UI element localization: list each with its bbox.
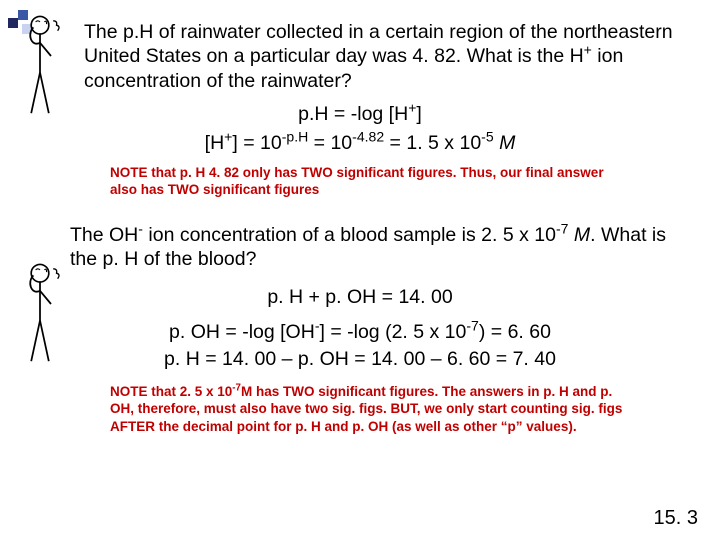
q2-italic: M [574,224,590,246]
thinking-figure-icon [18,260,62,370]
eq-italic: M [499,132,515,154]
eq-text: p.H = -log [H [298,103,408,125]
thinking-figure-icon [18,12,62,122]
page-number: 15. 3 [654,507,698,530]
eq-text: [H [205,132,225,154]
eq-sup: -5 [481,129,493,145]
eq-sup: -4.82 [352,129,384,145]
eq-text: p. H = 14. 00 – p. OH = 14. 00 – 6. 60 =… [0,348,720,371]
eq-sup: -7 [466,317,478,333]
note-2-text: NOTE that 2. 5 x 10 [110,384,232,399]
q2-sup: -7 [556,220,568,236]
eq-text: ] = 10 [232,132,281,154]
equation-h-conc: [H+] = 10-p.H = 10-4.82 = 1. 5 x 10-5 M [0,132,720,155]
equation-poh-calc: p. OH = -log [OH-] = -log (2. 5 x 10-7) … [0,321,720,371]
question-1: The p.H of rainwater collected in a cert… [84,20,680,93]
eq-text: = 10 [308,132,352,154]
eq-text: ] [416,103,421,125]
equation-ph-poh-sum: p. H + p. OH = 14. 00 [0,286,720,309]
eq-sup: -p.H [282,129,309,145]
slide: The p.H of rainwater collected in a cert… [0,0,720,540]
question-2: The OH- ion concentration of a blood sam… [70,223,680,272]
q2-text: ion concentration of a blood sample is 2… [143,224,556,246]
sup-plus: + [584,42,592,58]
note-2: NOTE that 2. 5 x 10-7M has TWO significa… [110,383,630,436]
q2-text: The OH [70,224,138,246]
note-2-sup: -7 [232,382,241,393]
square-icon [8,18,18,28]
eq-text: p. OH = -log [OH [169,321,315,343]
note-1: NOTE that p. H 4. 82 only has TWO signif… [110,165,630,199]
eq-text: ] = -log (2. 5 x 10 [320,321,467,343]
eq-text: = 1. 5 x 10 [384,132,481,154]
eq-text: ) = 6. 60 [479,321,551,343]
equation-ph-def: p.H = -log [H+] [0,103,720,126]
